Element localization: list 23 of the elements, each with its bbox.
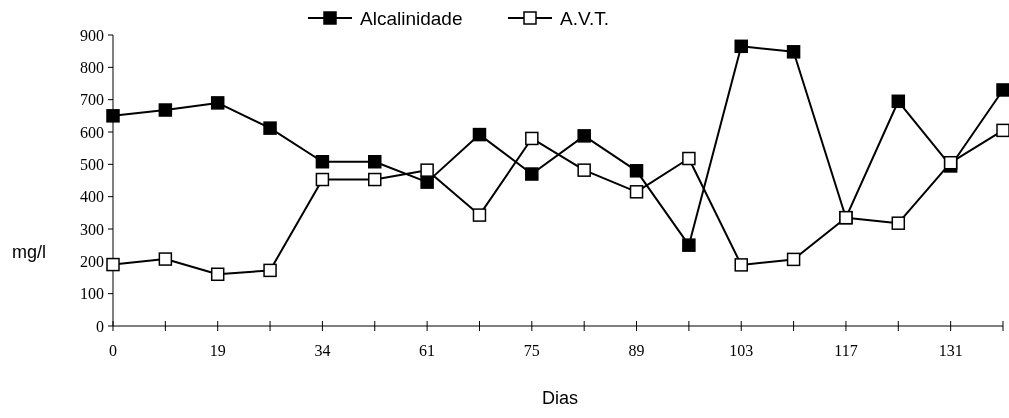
x-tick-label: 34 [314, 342, 331, 359]
y-tick-label: 700 [80, 91, 104, 109]
y-tick-label: 100 [80, 285, 104, 303]
y-tick-label: 500 [80, 155, 104, 173]
x-tick-label: 117 [834, 342, 858, 359]
x-tick-label: 103 [729, 342, 754, 359]
x-tick-label: 131 [938, 342, 963, 359]
y-axis-title: mg/l [12, 242, 47, 262]
y-tick-label: 0 [96, 317, 104, 335]
legend-label: Alcalinidade [360, 7, 463, 29]
legend-label: A.V.T. [560, 7, 609, 29]
y-tick-label: 600 [80, 123, 104, 141]
x-axis-title: Dias [541, 388, 579, 408]
y-tick-label: 800 [80, 58, 104, 76]
x-tick-label: 0 [109, 342, 117, 359]
x-tick-label: 61 [419, 342, 436, 359]
y-tick-label: 200 [80, 252, 104, 270]
y-tick-label: 900 [80, 26, 104, 44]
y-tick-label: 400 [80, 188, 104, 206]
x-tick-label: 19 [209, 342, 226, 359]
x-tick-label: 75 [523, 342, 540, 359]
y-tick-label: 300 [80, 220, 104, 238]
x-tick-label: 89 [628, 342, 645, 359]
